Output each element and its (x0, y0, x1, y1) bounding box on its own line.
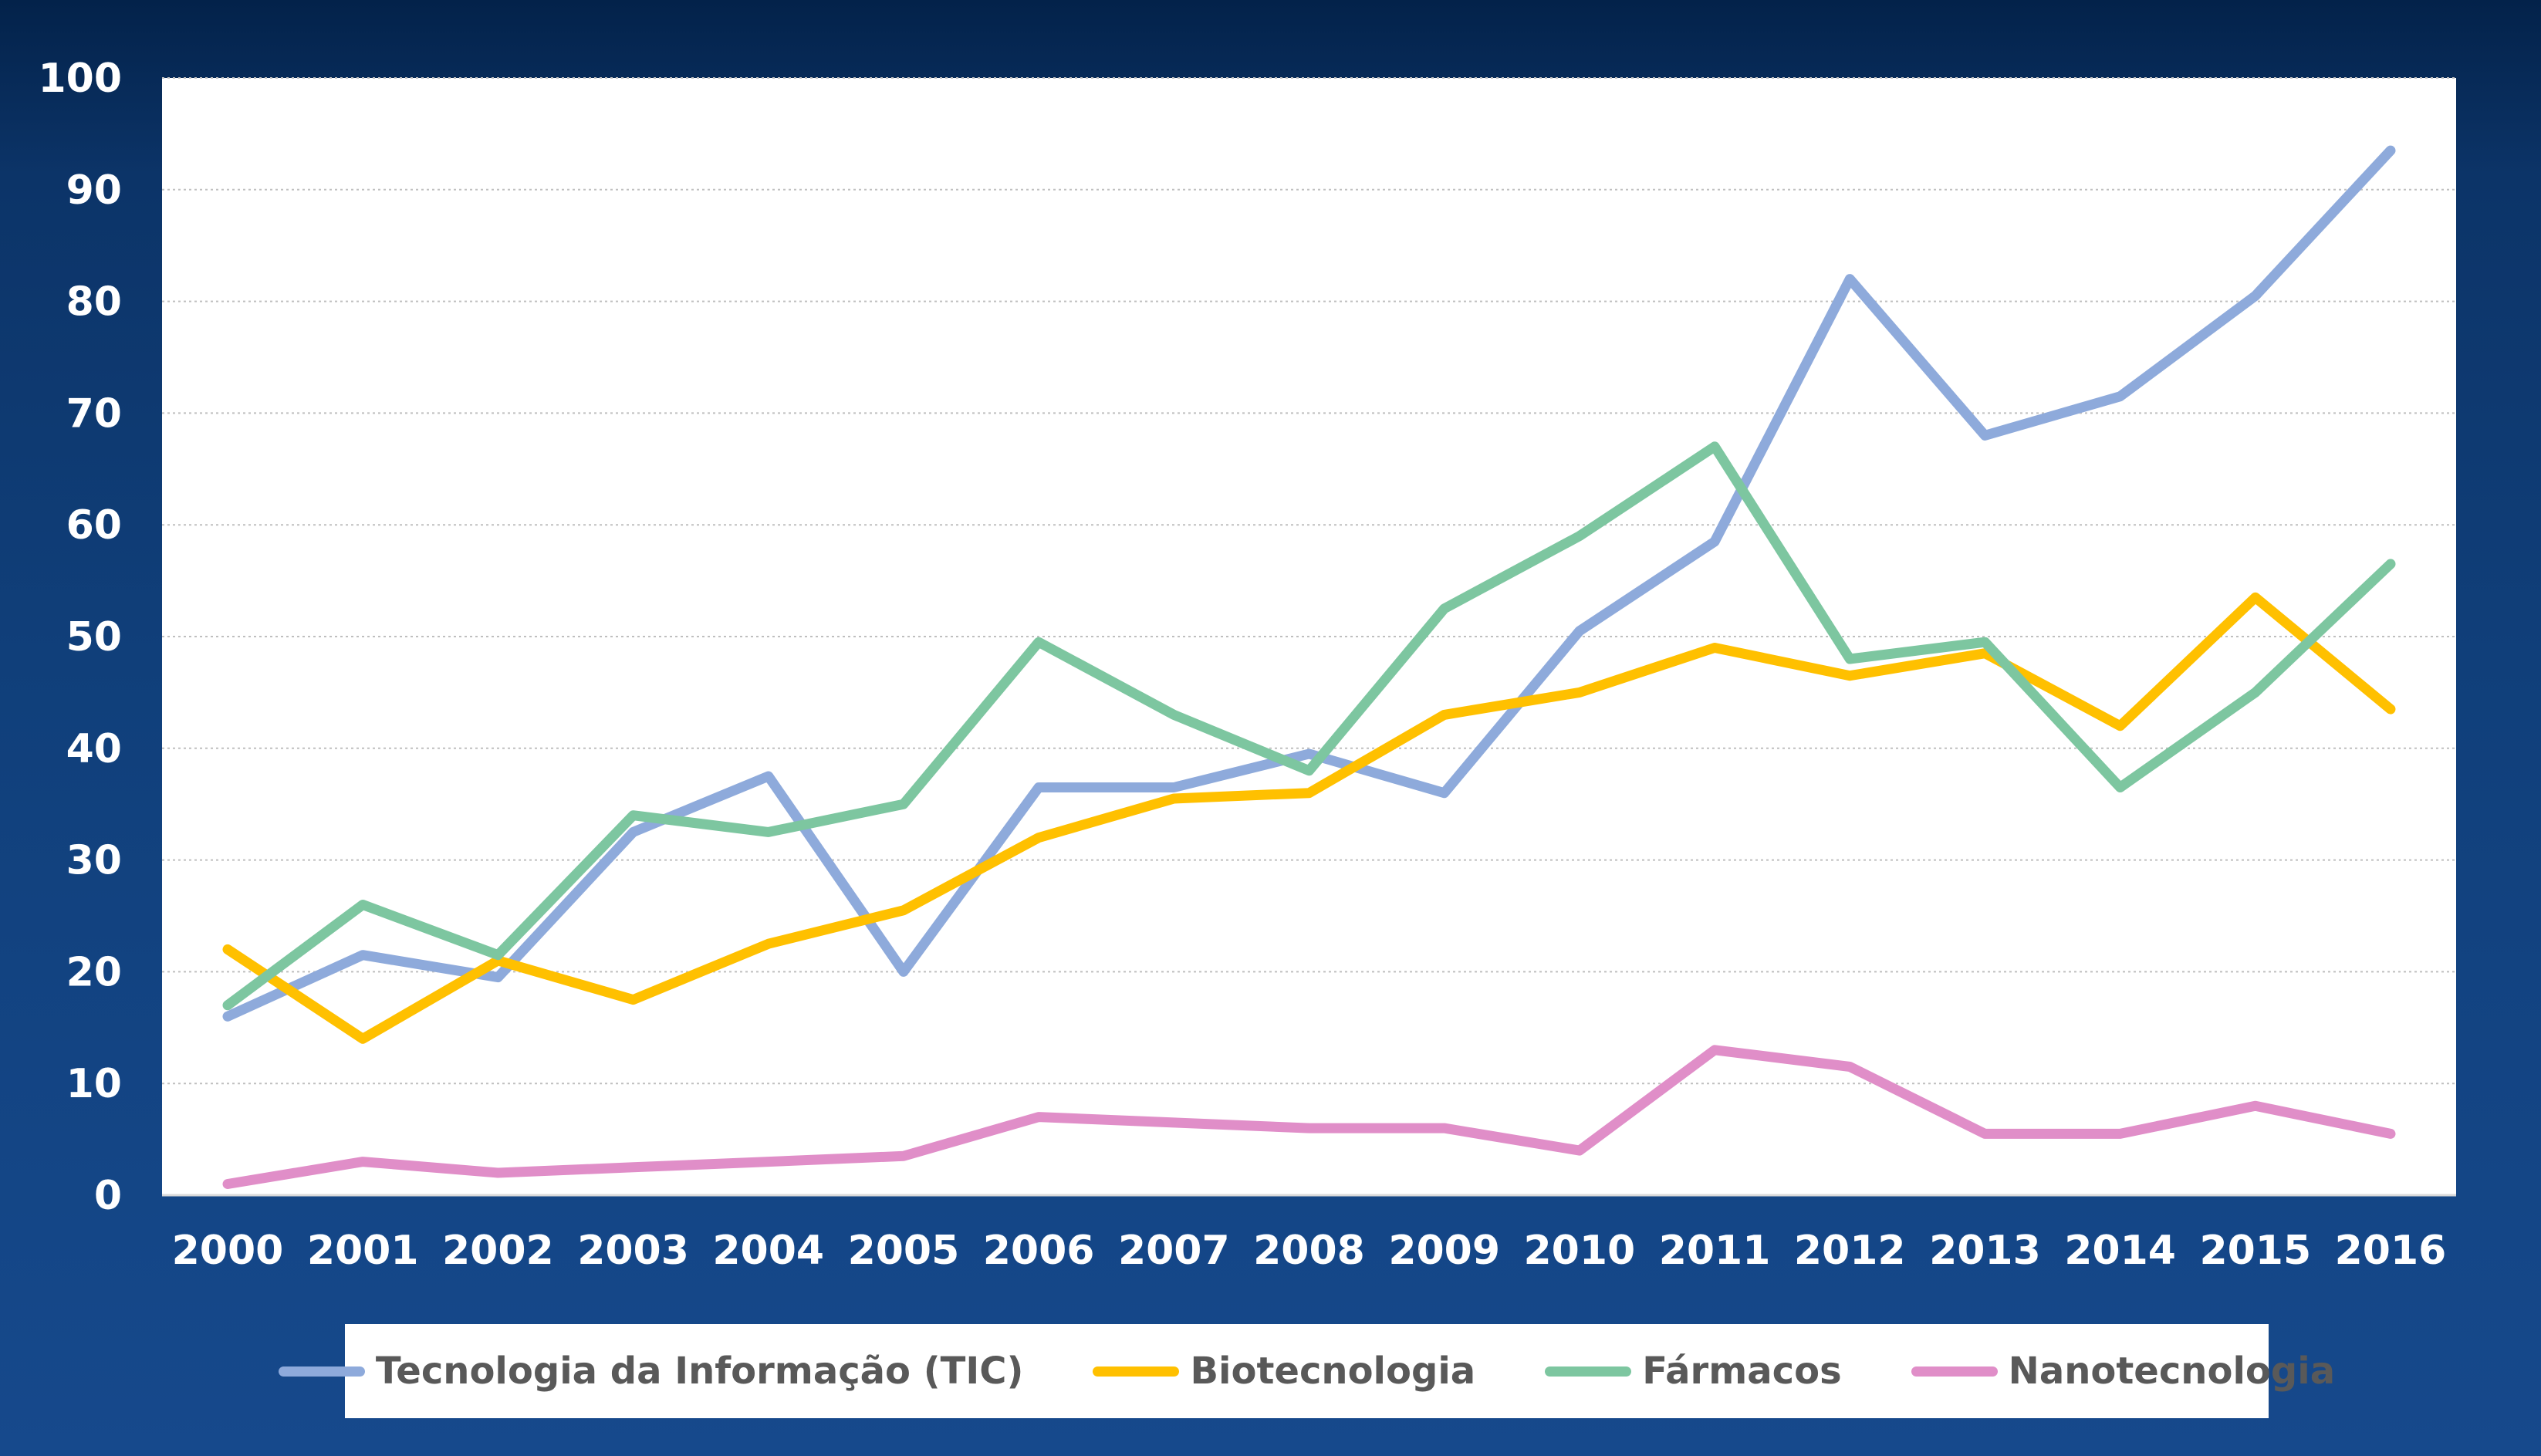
x-tick-label: 2004 (712, 1228, 824, 1274)
y-tick-label: 70 (66, 390, 122, 437)
y-axis-ticks: 0 10 20 30 40 50 60 70 80 90 100 (38, 56, 122, 1219)
y-tick-label: 30 (66, 838, 122, 884)
x-tick-label: 2011 (1659, 1228, 1771, 1274)
series-line-4[interactable] (222, 1045, 2396, 1189)
legend-item-biotecnologia[interactable]: Biotecnologia (1093, 1350, 1475, 1393)
legend-swatch-tic (278, 1366, 365, 1377)
legend-item-tic[interactable]: Tecnologia da Informação (TIC) (278, 1350, 1024, 1393)
legend-swatch-biotecnologia (1093, 1366, 1180, 1377)
legend-label: Fármacos (1642, 1350, 1842, 1393)
series-line-2[interactable] (222, 592, 2396, 1044)
legend-item-nanotecnologia[interactable]: Nanotecnologia (1911, 1350, 2335, 1393)
x-tick-label: 2015 (2199, 1228, 2311, 1274)
x-tick-label: 2008 (1253, 1228, 1365, 1274)
legend-item-farmacos[interactable]: Fármacos (1545, 1350, 1842, 1393)
y-tick-label: 10 (66, 1061, 122, 1107)
x-tick-label: 2010 (1524, 1228, 1636, 1274)
x-tick-label: 2016 (2335, 1228, 2447, 1274)
x-tick-label: 2002 (442, 1228, 554, 1274)
y-tick-label: 90 (66, 167, 122, 214)
y-tick-label: 80 (66, 279, 122, 326)
x-tick-label: 2012 (1794, 1228, 1906, 1274)
legend-swatch-nanotecnologia (1911, 1366, 1998, 1377)
series-line-3[interactable] (222, 441, 2396, 1011)
x-tick-label: 2013 (1929, 1228, 2041, 1274)
y-tick-label: 0 (94, 1173, 122, 1219)
y-tick-label: 60 (66, 502, 122, 549)
series-line-1[interactable] (222, 145, 2396, 1022)
legend: Tecnologia da Informação (TIC) Biotecnol… (278, 1324, 2335, 1418)
y-tick-label: 20 (66, 949, 122, 995)
legend-label: Nanotecnologia (2008, 1350, 2336, 1393)
x-tick-label: 2000 (172, 1228, 284, 1274)
x-tick-label: 2007 (1118, 1228, 1230, 1274)
y-tick-label: 40 (66, 726, 122, 772)
series-lines (222, 145, 2396, 1189)
x-tick-label: 2006 (983, 1228, 1095, 1274)
legend-swatch-farmacos (1545, 1366, 1632, 1377)
legend-label: Biotecnologia (1190, 1350, 1476, 1393)
x-tick-label: 2005 (848, 1228, 960, 1274)
x-axis-ticks: 2000 2001 2002 2003 2004 2005 2006 2007 2008 2009… (172, 1228, 2447, 1274)
x-tick-label: 2014 (2064, 1228, 2176, 1274)
y-tick-label: 50 (66, 614, 122, 660)
y-tick-label: 100 (38, 56, 122, 102)
x-tick-label: 2001 (307, 1228, 419, 1274)
x-tick-label: 2009 (1388, 1228, 1500, 1274)
x-tick-label: 2003 (577, 1228, 689, 1274)
legend-label: Tecnologia da Informação (TIC) (375, 1350, 1024, 1393)
gridlines (162, 77, 2456, 1085)
